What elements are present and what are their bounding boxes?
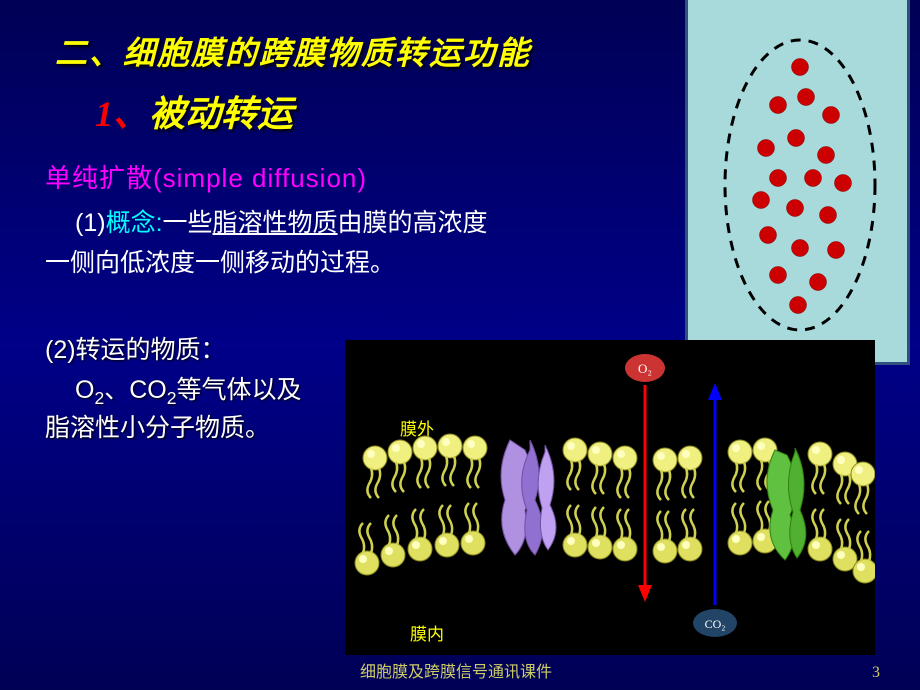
- heading-diffusion: 单纯扩散(simple diffusion): [45, 158, 367, 195]
- transport-line2: 脂溶性小分子物质。: [45, 408, 270, 444]
- transport-label: (2)转运的物质：: [45, 330, 226, 366]
- inside-label: 膜内: [410, 625, 444, 644]
- dots-group: [753, 59, 852, 314]
- concept-text-pre: 一些: [163, 209, 213, 237]
- co2-label: CO₂: [705, 617, 726, 631]
- membrane-diagram: O₂ CO₂ 膜外 膜内: [345, 340, 875, 655]
- purple-protein: [501, 440, 556, 555]
- subsection-text: 被动转运: [149, 94, 293, 134]
- concept-num: (1): [75, 209, 106, 237]
- green-protein: [767, 448, 806, 560]
- co2-sub: 2: [167, 388, 177, 408]
- concept-label: 概念:: [106, 209, 163, 237]
- footer-text: 细胞膜及跨膜信号通讯课件: [360, 658, 552, 682]
- dot-svg: [688, 0, 913, 365]
- subsection-title: 1、被动转运: [95, 85, 293, 137]
- co2-mid: 、CO: [104, 376, 167, 404]
- membrane-svg: O₂ CO₂ 膜外 膜内: [345, 340, 875, 655]
- transport-post: 等气体以及: [176, 376, 301, 404]
- concept-underline: 脂溶性物质: [213, 209, 338, 237]
- diffusion-dot-diagram: [685, 0, 910, 365]
- section-title: 二、细胞膜的跨膜物质转运功能: [55, 28, 531, 74]
- o2-sub: 2: [94, 388, 104, 408]
- page-number: 3: [872, 664, 880, 682]
- dashed-ellipse: [725, 40, 875, 330]
- o2-label: O₂: [638, 361, 652, 376]
- transport-line1: O2、CO2等气体以及: [75, 370, 301, 409]
- subsection-number: 1、: [95, 94, 149, 134]
- concept-line1: (1)概念:一些脂溶性物质由膜的高浓度: [75, 203, 488, 239]
- o2-pre: O: [75, 376, 94, 404]
- concept-text-post: 由膜的高浓度: [338, 209, 488, 237]
- concept-line2: 一侧向低浓度一侧移动的过程。: [45, 243, 395, 279]
